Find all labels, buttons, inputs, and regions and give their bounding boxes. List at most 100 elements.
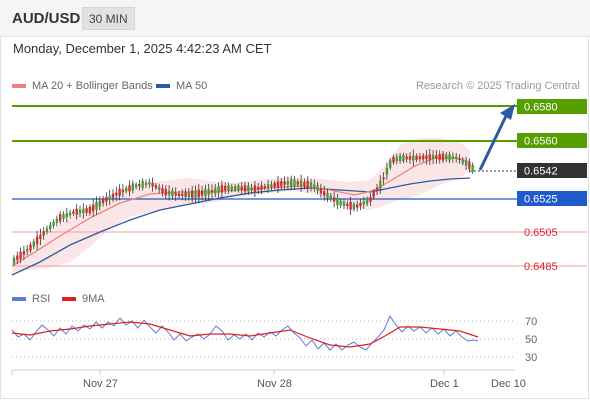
candle-body <box>263 185 266 189</box>
legend-ma50: MA 50 <box>156 80 207 92</box>
candle-body <box>468 162 471 169</box>
candle-body <box>389 160 392 168</box>
ma9-label: 9MA <box>82 293 105 305</box>
candle-body <box>45 228 49 232</box>
candle-body <box>260 185 263 190</box>
candle-body <box>115 192 118 196</box>
candle-body <box>158 187 161 190</box>
rsi-axis-50: 50 <box>525 334 537 346</box>
candle-body <box>418 156 422 160</box>
candle-body <box>253 185 257 193</box>
candle-body <box>359 202 362 207</box>
candle-body <box>349 201 352 210</box>
candle-body <box>299 180 303 186</box>
candle-body <box>177 193 181 197</box>
candle-body <box>448 154 451 161</box>
candle-body <box>385 167 389 175</box>
rsi-swatch <box>12 297 26 301</box>
legend-ma9: 9MA <box>62 293 105 305</box>
time-label-nov28: Nov 28 <box>257 378 292 390</box>
ma20-swatch <box>12 84 26 88</box>
candle-body <box>431 154 435 160</box>
candle-body <box>154 185 158 189</box>
candle-body <box>118 188 121 196</box>
rsi-line <box>11 314 479 351</box>
candle-body <box>230 186 233 190</box>
candle-body <box>471 164 474 172</box>
price-tag-6580: 0.6580 <box>517 99 587 114</box>
candle-body <box>22 250 26 255</box>
candle-body <box>55 218 59 223</box>
price-tag-6525: 0.6525 <box>517 191 587 206</box>
candle-body <box>207 189 210 196</box>
candle-body <box>72 211 75 214</box>
candle-body <box>395 156 398 162</box>
candlesticks <box>12 148 474 266</box>
candle-body <box>200 190 204 196</box>
price-tag-label: 0.6580 <box>524 102 558 114</box>
candle-body <box>19 251 22 259</box>
candle-body <box>342 202 346 207</box>
candle-body <box>270 184 273 188</box>
candle-body <box>42 231 45 236</box>
candle-body <box>375 187 379 192</box>
candle-body <box>250 187 253 191</box>
candle-body <box>247 185 250 192</box>
chart-datetime: Monday, December 1, 2025 4:42:23 AM CET <box>13 41 272 56</box>
candle-body <box>306 180 309 189</box>
candle-body <box>167 190 171 195</box>
candle-body <box>365 198 369 204</box>
price-label-6505: 0.6505 <box>524 227 558 239</box>
candle-body <box>184 192 187 197</box>
price-tag-label: 0.6560 <box>524 136 558 148</box>
candle-body <box>49 224 52 230</box>
candle-body <box>187 191 191 197</box>
candle-body <box>379 180 382 189</box>
interval-button[interactable]: 30 MIN <box>82 7 135 30</box>
candle-body <box>296 181 299 185</box>
candle-body <box>293 179 296 187</box>
candle-body <box>405 156 408 160</box>
bollinger-band <box>12 138 470 272</box>
candle-body <box>191 190 194 198</box>
time-label-nov27: Nov 27 <box>83 378 118 390</box>
candle-body <box>329 195 332 200</box>
candle-body <box>339 200 342 206</box>
candle-body <box>425 155 428 160</box>
candle-body <box>39 234 42 240</box>
candle-body <box>303 181 306 186</box>
candle-body <box>398 155 402 162</box>
candle-body <box>134 184 138 188</box>
symbol-label: AUD/USD <box>12 10 81 27</box>
rsi-axis-30: 30 <box>525 352 537 364</box>
candle-body <box>257 186 260 190</box>
candle-body <box>266 184 270 189</box>
candle-body <box>458 157 461 161</box>
candle-body <box>82 208 85 214</box>
ma20-line <box>11 157 471 267</box>
candle-body <box>402 154 405 162</box>
candle-body <box>408 156 412 160</box>
time-label-dec1: Dec 1 <box>430 378 459 390</box>
candle-body <box>32 241 35 247</box>
candle-body <box>52 221 55 226</box>
candle-body <box>441 153 445 161</box>
candle-body <box>464 161 468 166</box>
price-label-6485: 0.6485 <box>524 261 558 273</box>
price-tag-6542: 0.6542 <box>517 163 587 178</box>
candle-body <box>131 183 134 191</box>
ma9-swatch <box>62 297 76 301</box>
candle-body <box>332 197 336 202</box>
candle-body <box>451 156 455 159</box>
candle-body <box>144 182 148 185</box>
legend-rsi: RSI <box>12 293 50 305</box>
forecast-arrow <box>478 115 508 171</box>
candle-body <box>65 213 68 218</box>
candle-body <box>68 212 72 216</box>
candle-body <box>382 177 385 180</box>
candle-body <box>171 190 174 197</box>
candle-body <box>412 155 415 161</box>
candle-body <box>233 186 237 190</box>
candle-body <box>286 181 290 185</box>
